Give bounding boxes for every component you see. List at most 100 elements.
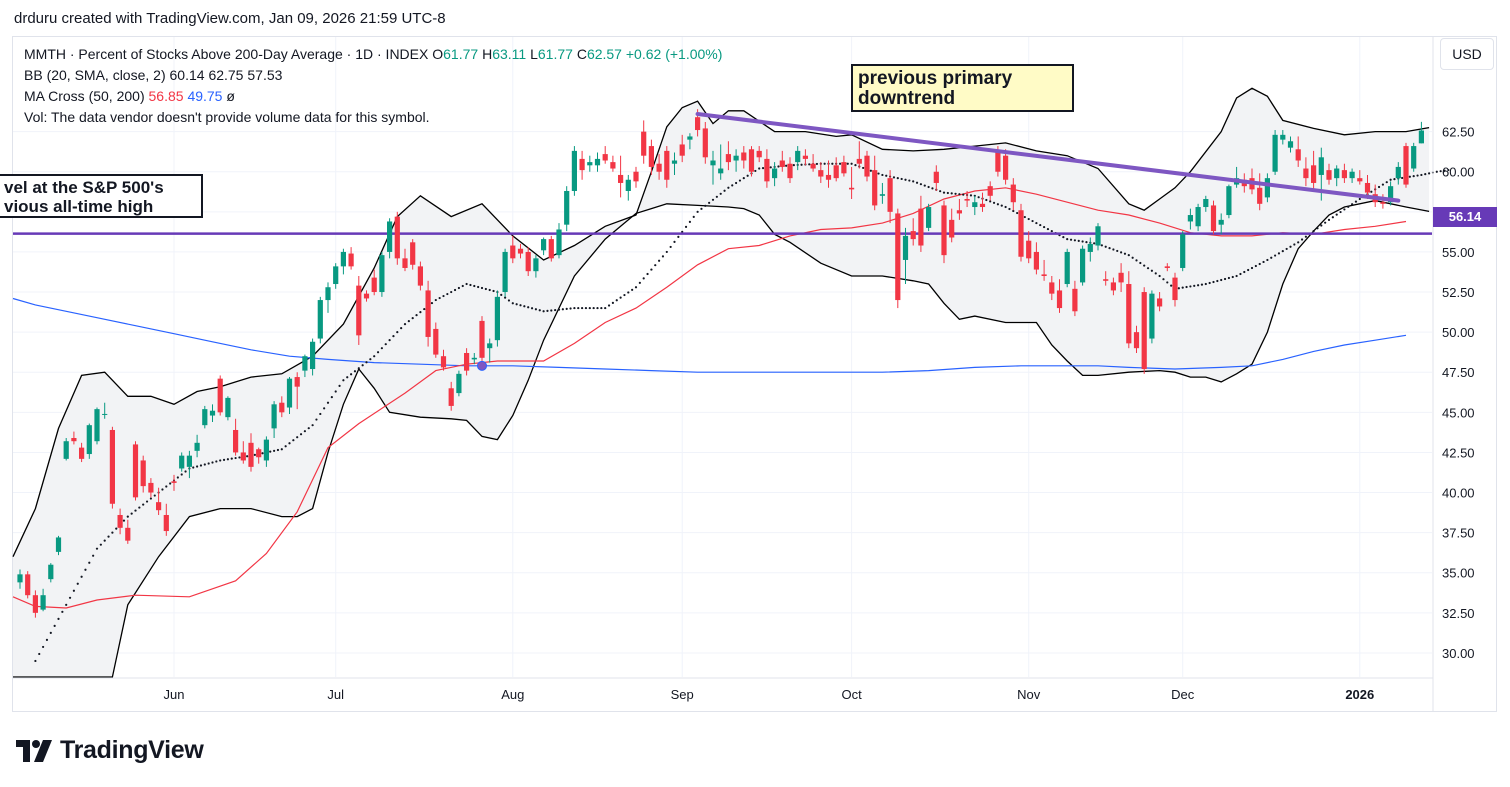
bollinger-basis-dot — [457, 286, 460, 290]
candle-body-down — [610, 162, 616, 169]
price-axis-tick-label: 52.50 — [1442, 285, 1475, 300]
candle-body-up — [1349, 171, 1355, 179]
bollinger-basis-dot — [792, 164, 795, 167]
bollinger-basis-dot — [877, 172, 880, 175]
candle-body-down — [895, 213, 901, 301]
bollinger-basis-dot — [646, 272, 649, 276]
bb-lower-value: 57.53 — [247, 67, 283, 83]
bollinger-basis-dot — [523, 305, 526, 308]
time-axis-tick-label: Aug — [501, 687, 524, 702]
bollinger-basis-dot — [161, 488, 164, 491]
bollinger-basis-dot — [769, 166, 772, 169]
bollinger-basis-dot — [1212, 280, 1215, 284]
bollinger-basis-dot — [1289, 245, 1292, 248]
bollinger-basis-dot — [296, 436, 299, 439]
candle-body-up — [209, 410, 216, 416]
candle-body-down — [548, 239, 554, 259]
candle-body-down — [1295, 149, 1301, 161]
bollinger-basis-dot — [704, 204, 707, 207]
time-axis-tick-label: Sep — [671, 687, 694, 702]
bollinger-basis-dot — [923, 184, 926, 187]
bollinger-basis-dot — [1385, 181, 1388, 184]
bollinger-basis-dot — [149, 497, 152, 500]
sp500-callout[interactable]: vel at the S&P 500's vious all-time high — [0, 174, 203, 218]
bollinger-basis-dot — [823, 162, 826, 165]
bollinger-basis-dot — [723, 189, 726, 192]
bollinger-basis-dot — [1104, 245, 1107, 248]
candle-body-down — [256, 449, 262, 458]
time-axis-tick-label: 2026 — [1345, 687, 1374, 702]
candle-body-down — [664, 150, 670, 180]
candle-body-up — [48, 564, 54, 580]
bollinger-basis-dot — [1008, 207, 1011, 211]
bollinger-basis-dot — [1031, 219, 1034, 223]
chart-frame[interactable] — [12, 36, 1497, 712]
bollinger-basis-dot — [92, 554, 95, 557]
price-axis-tick-label: 50.00 — [1442, 325, 1475, 340]
bollinger-basis-dot — [696, 210, 699, 213]
bollinger-basis-dot — [1166, 281, 1169, 284]
bollinger-basis-dot — [1181, 286, 1184, 289]
bollinger-basis-dot — [61, 610, 64, 613]
bollinger-basis-dot — [34, 659, 37, 663]
bollinger-basis-dot — [896, 177, 899, 180]
candle-body-up — [302, 356, 308, 371]
bollinger-basis-dot — [246, 455, 249, 458]
ma-label: MA Cross (50, 200) — [24, 88, 145, 104]
ma-row: MA Cross (50, 200) 56.85 49.75 ø — [24, 86, 722, 107]
bollinger-basis-dot — [423, 307, 426, 311]
bollinger-basis-dot — [669, 245, 672, 249]
bollinger-basis-dot — [303, 430, 306, 433]
bollinger-basis-dot — [1358, 197, 1361, 201]
ma50-value: 56.85 — [148, 88, 184, 104]
ma50-line — [12, 187, 1407, 609]
bollinger-basis-dot — [1081, 240, 1084, 243]
bollinger-basis-dot — [1293, 243, 1296, 246]
candle-body-down — [363, 293, 370, 299]
bollinger-basis-dot — [180, 473, 183, 476]
bollinger-lower-band — [13, 199, 1430, 678]
bollinger-basis-dot — [284, 445, 287, 448]
bollinger-basis-dot — [731, 184, 734, 187]
downtrend-callout[interactable]: previous primary downtrend — [851, 64, 1074, 112]
candle-body-up — [710, 160, 716, 166]
candle-body-down — [1110, 282, 1116, 291]
candle-body-up — [926, 207, 932, 228]
ma-cross-marker — [477, 360, 487, 371]
open-label: O — [432, 46, 444, 62]
bollinger-basis-dot — [711, 198, 715, 201]
price-axis-tick-label: 62.50 — [1442, 125, 1475, 140]
tradingview-logo[interactable]: TradingView — [16, 736, 204, 765]
bollinger-basis-dot — [627, 291, 630, 294]
candle-body-up — [502, 251, 508, 293]
bollinger-basis-dot — [969, 194, 973, 197]
candle-body-down — [464, 352, 470, 371]
bollinger-basis-dot — [1012, 209, 1015, 213]
bollinger-basis-dot — [1247, 268, 1250, 272]
bollinger-basis-dot — [1316, 227, 1319, 230]
bollinger-basis-dot — [735, 181, 738, 185]
bollinger-basis-dot — [557, 308, 561, 311]
candle-body-up — [325, 287, 331, 301]
bollinger-basis-dot — [1447, 168, 1450, 172]
currency-button[interactable]: USD — [1440, 38, 1494, 70]
candle-body-down — [1010, 184, 1016, 203]
bollinger-basis-dot — [1208, 281, 1211, 285]
candle-body-down — [417, 266, 423, 286]
candle-body-down — [1041, 274, 1047, 276]
bollinger-basis-dot — [527, 306, 530, 309]
symbol-row: MMTH · Percent of Stocks Above 200-Day A… — [24, 44, 722, 65]
candle-body-up — [1064, 251, 1070, 285]
bollinger-basis-dot — [230, 457, 233, 460]
downtrend-callout-line2: downtrend — [858, 88, 956, 109]
bollinger-basis-dot — [130, 512, 133, 515]
candle-body-down — [517, 248, 524, 254]
bollinger-basis-dot — [611, 301, 615, 304]
candle-body-up — [625, 179, 631, 191]
bollinger-basis-dot — [565, 307, 568, 310]
bollinger-basis-dot — [311, 424, 314, 427]
price-axis-tick-label: 47.50 — [1442, 365, 1475, 380]
candle-body-up — [1080, 248, 1086, 283]
candle-body-up — [456, 373, 462, 394]
